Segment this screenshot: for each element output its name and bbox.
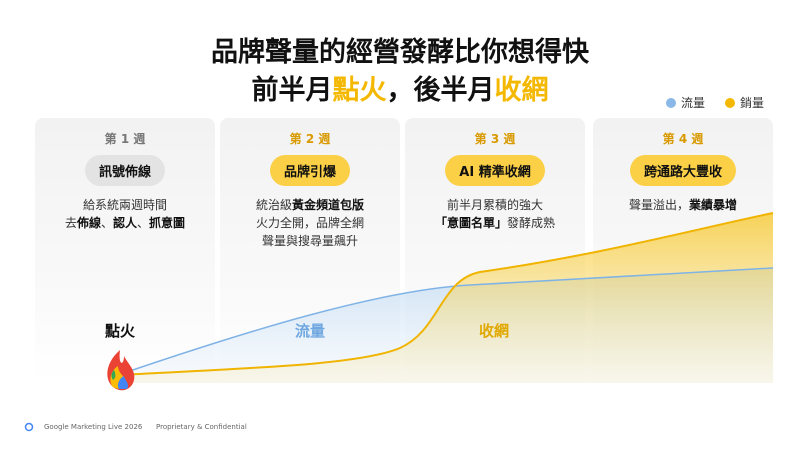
desc-text: 「意圖名單」 bbox=[434, 216, 507, 230]
desc-line: 前半月累積的強大 bbox=[405, 196, 585, 214]
week-label: 第 4 週 bbox=[662, 132, 704, 146]
harvest-label: 收網 bbox=[479, 322, 509, 340]
desc-text: 聲量與搜尋量飆升 bbox=[261, 234, 358, 248]
legend-label: 流量 bbox=[680, 96, 705, 110]
flame-icon bbox=[107, 350, 135, 391]
stage-pill: 訊號佈線 bbox=[84, 155, 165, 186]
stage-pill: AI 精準收網 bbox=[445, 155, 545, 186]
stage-pill: 品牌引爆 bbox=[269, 155, 350, 186]
ignite-label: 點火 bbox=[105, 322, 136, 340]
description: 給系統兩週時間 去佈線、認人、抓意圖 bbox=[35, 196, 215, 232]
subtitle-part: 前半月 bbox=[251, 75, 333, 106]
desc-line: 「意圖名單」發酵成熟 bbox=[405, 214, 585, 232]
legend: 流量 銷量 bbox=[665, 94, 764, 111]
pill-wrap: 訊號佈線 bbox=[35, 147, 215, 186]
desc-line: 聲量與搜尋量飆升 bbox=[220, 232, 400, 250]
week-label: 第 3 週 bbox=[474, 132, 516, 146]
desc-line: 聲量溢出，業績暴增 bbox=[593, 196, 773, 214]
pill-wrap: 品牌引爆 bbox=[220, 147, 400, 186]
stage-pill: 跨通路大豐收 bbox=[629, 155, 736, 186]
footer-event: Google Marketing Live 2026 bbox=[44, 423, 143, 431]
desc-text: 黃金頻道包版 bbox=[292, 198, 365, 212]
google-logo bbox=[24, 422, 34, 432]
desc-text: 發酵成熟 bbox=[507, 216, 556, 230]
subtitle: 前半月點火，後半月收網 bbox=[0, 68, 800, 107]
desc-text: 聲量溢出， bbox=[628, 198, 689, 212]
desc-line: 去佈線、認人、抓意圖 bbox=[35, 214, 215, 232]
week-label: 第 2 週 bbox=[289, 132, 331, 146]
desc-line: 給系統兩週時間 bbox=[35, 196, 215, 214]
legend-label: 銷量 bbox=[739, 96, 764, 110]
subtitle-part: 收網 bbox=[494, 75, 549, 106]
desc-text: 統治級 bbox=[255, 198, 292, 212]
legend-item: 流量 bbox=[665, 94, 705, 111]
pill-wrap: AI 精準收網 bbox=[405, 147, 585, 186]
desc-text: 、 bbox=[100, 216, 113, 230]
week-label: 第 1 週 bbox=[104, 132, 146, 146]
desc-text: 去 bbox=[64, 216, 77, 230]
desc-line: 火力全開，品牌全網 bbox=[220, 214, 400, 232]
pill-wrap: 跨通路大豐收 bbox=[593, 147, 773, 186]
description: 前半月累積的強大「意圖名單」發酵成熟 bbox=[405, 196, 585, 232]
desc-text: 業績暴增 bbox=[689, 198, 738, 212]
subtitle-part: ，後半月 bbox=[386, 75, 495, 106]
desc-text: 、 bbox=[137, 216, 150, 230]
desc-text: 佈線 bbox=[76, 216, 101, 230]
footer-note: Proprietary & Confidential bbox=[156, 423, 247, 431]
title: 品牌聲量的經營發酵比你想得快 bbox=[211, 37, 589, 68]
traffic-line bbox=[117, 267, 774, 376]
desc-text: 給系統兩週時間 bbox=[82, 198, 167, 212]
sales-line bbox=[117, 212, 774, 376]
desc-text: 抓意圖 bbox=[149, 216, 186, 230]
traffic-label: 流量 bbox=[295, 322, 325, 340]
week-card: 第 1 週訊號佈線 給系統兩週時間 去佈線、認人、抓意圖 bbox=[35, 118, 215, 383]
desc-text: 認人 bbox=[113, 216, 138, 230]
desc-text: 前半月累積的強大 bbox=[446, 198, 543, 212]
description: 聲量溢出，業績暴增 bbox=[593, 196, 773, 214]
description: 統治級黃金頻道包版火力全開，品牌全網 聲量與搜尋量飆升 bbox=[220, 196, 400, 250]
legend-dot bbox=[665, 98, 676, 108]
desc-text: 火力全開，品牌全網 bbox=[255, 216, 364, 230]
legend-item: 銷量 bbox=[724, 94, 764, 111]
desc-line: 統治級黃金頻道包版 bbox=[220, 196, 400, 214]
subtitle-part: 點火 bbox=[332, 75, 387, 106]
legend-dot bbox=[724, 98, 735, 108]
